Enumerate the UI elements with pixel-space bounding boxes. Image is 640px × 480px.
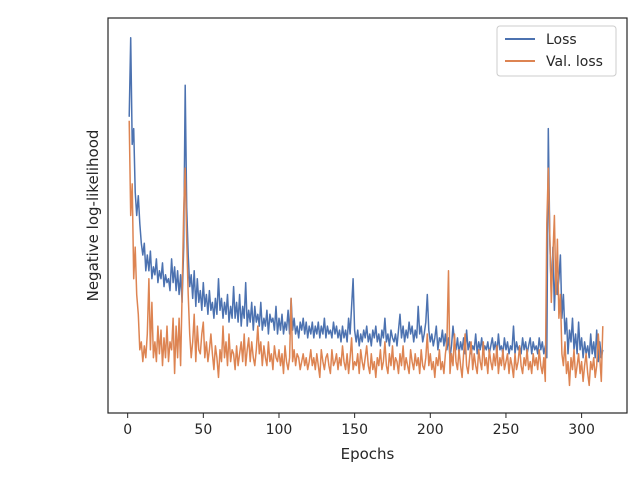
x-tick-label: 250 [493,422,520,438]
x-tick-label: 300 [568,422,595,438]
plot-frame [107,17,628,414]
plot-area [128,37,604,387]
x-tick-label: 0 [123,422,132,438]
x-tick-label: 100 [266,422,293,438]
x-axis-ticks: 0 50 100 150 200 250 300 [123,413,595,438]
legend: Loss Val. loss [496,25,617,77]
x-tick-label: 150 [341,422,368,438]
legend-entry-loss: Loss [546,32,577,48]
series-line-val-loss [128,120,604,387]
series-line-loss [128,37,604,363]
y-axis-label: Negative log-likelihood [84,130,102,302]
x-axis-label: Epochs [341,445,395,463]
x-tick-label: 50 [194,422,212,438]
x-tick-label: 200 [417,422,444,438]
legend-entry-val-loss: Val. loss [546,54,603,70]
